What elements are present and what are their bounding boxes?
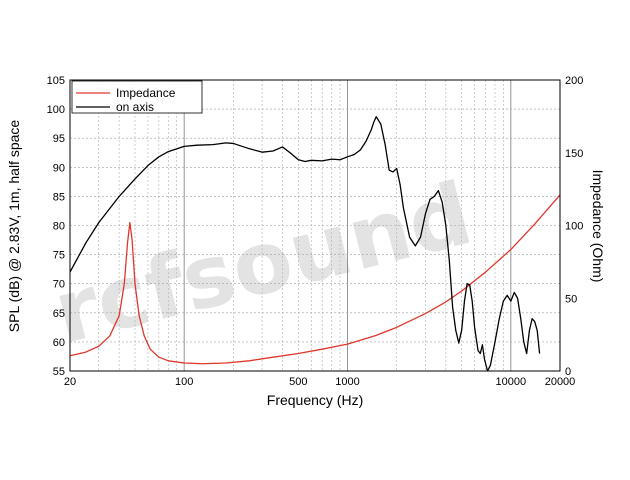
y2-tick-label: 150	[565, 148, 583, 160]
legend-label-impedance: Impedance	[116, 86, 176, 100]
x-axis-title: Frequency (Hz)	[267, 392, 363, 408]
legend-label-on-axis: on axis	[116, 100, 154, 114]
y-tick-label: 60	[53, 337, 65, 349]
legend-box	[71, 80, 203, 114]
y-tick-label: 70	[53, 279, 65, 291]
y2-tick-label: 200	[565, 75, 583, 87]
x-tick-label: 500	[289, 376, 307, 388]
tick-labels: 20 100 500 1000 10000 20000556065707580859095…	[47, 75, 584, 388]
x-tick-label: 1000	[335, 376, 359, 388]
y-axis-title: SPL (dB) @ 2.83V, 1m, half space	[6, 120, 22, 333]
y2-axis-title: Impedance (Ohm)	[590, 170, 606, 283]
y-tick-label: 100	[47, 104, 65, 116]
x-tick-label: 100	[175, 376, 193, 388]
y2-tick-label: 100	[565, 221, 583, 233]
x-tick-label: 20000	[545, 376, 576, 388]
x-tick-label: 20	[64, 376, 76, 388]
legend: Impedance on axis	[71, 80, 203, 114]
y-tick-label: 85	[53, 191, 65, 203]
plot-frame	[69, 79, 561, 372]
y-tick-label: 65	[53, 308, 65, 320]
y2-tick-label: 50	[565, 293, 577, 305]
y2-tick-label: 0	[565, 366, 571, 378]
series-line-impedance	[69, 194, 561, 365]
y-tick-label: 55	[53, 366, 65, 378]
y-tick-label: 75	[53, 250, 65, 262]
series-line-on-axis	[69, 116, 541, 372]
x-tick-label: 10000	[496, 376, 527, 388]
y-tick-label: 105	[47, 75, 65, 87]
y-tick-label: 90	[53, 162, 65, 174]
series-layer	[69, 116, 561, 372]
y-tick-label: 95	[53, 133, 65, 145]
y-tick-label: 80	[53, 221, 65, 233]
